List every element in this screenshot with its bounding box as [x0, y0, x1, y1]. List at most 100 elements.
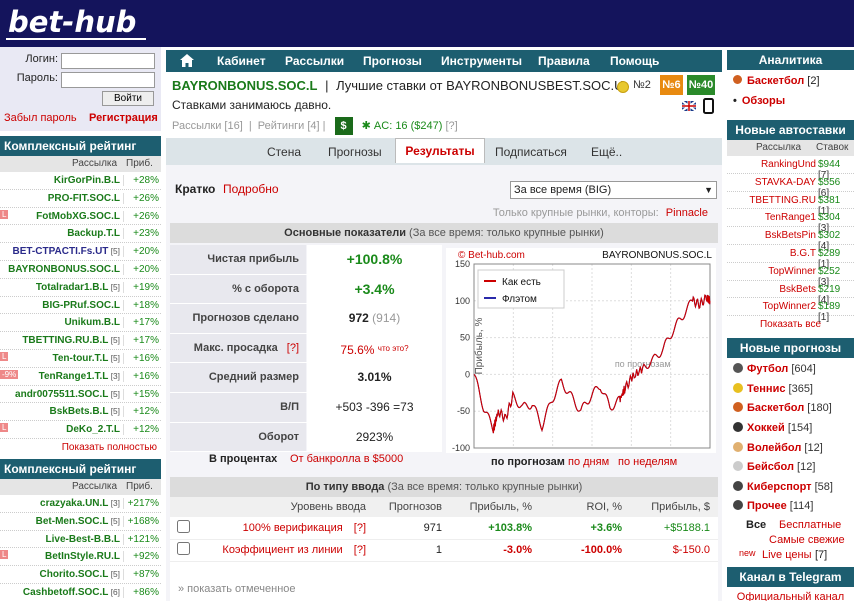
register-link[interactable]: Регистрация — [89, 112, 158, 124]
analytics-item[interactable]: Баскетбол [2] — [733, 75, 820, 87]
period-select[interactable]: За все время (BIG) ▼ — [510, 181, 717, 199]
analytics-item[interactable]: • Обзоры — [733, 95, 785, 107]
chart-mode-days[interactable]: по дням — [568, 456, 610, 468]
rating-row[interactable]: -9% TenRange1.T.L [3] +16% — [0, 368, 161, 386]
rating-row[interactable]: L BetInStyle.RU.L +92% — [0, 548, 161, 567]
auto-bet-name[interactable]: TopWinner — [768, 265, 816, 277]
auto-bet-name[interactable]: RankingUnd — [760, 159, 816, 170]
rating-name[interactable]: PRO-FIT.SOC.L — [47, 192, 120, 204]
rating-row[interactable]: Bet-Men.SOC.L [5] +168% — [0, 513, 161, 531]
password-input[interactable] — [61, 72, 155, 88]
tab-forecasts[interactable]: Прогнозы — [328, 145, 382, 159]
telegram-link[interactable]: Официальный канал — [736, 590, 845, 601]
filter-all[interactable]: Все — [746, 518, 767, 531]
show-all-link[interactable]: Показать все — [759, 319, 822, 331]
auto-bet-name[interactable]: STAVKA-DAY — [754, 176, 816, 188]
rating-row[interactable]: L Ten-tour.T.L [5] +16% — [0, 350, 161, 368]
forgot-password-link[interactable]: Забыл пароль — [4, 112, 77, 124]
rating-row[interactable]: KirGorPin.B.L +28% — [0, 172, 161, 190]
auto-bet-row[interactable]: TenRange1 $304 [3] — [727, 209, 854, 234]
nav-help[interactable]: Помощь — [610, 54, 660, 68]
auto-bet-row[interactable]: STAVKA-DAY $556 [6] — [727, 174, 854, 199]
rating-name[interactable]: BIG-PRuf.SOC.L — [42, 299, 120, 311]
rating-name[interactable]: FotMobXG.SOC.L — [36, 210, 120, 222]
bank-mode[interactable]: От банкролла в $5000 — [290, 453, 404, 465]
rating-name[interactable]: Live-Best-B.B.L — [45, 533, 120, 545]
rating-name[interactable]: Bet-Men.SOC.L [5] — [35, 515, 120, 527]
rating-row[interactable]: BIG-PRuf.SOC.L +18% — [0, 297, 161, 315]
row-checkbox[interactable] — [176, 519, 190, 533]
ratings-link[interactable]: Рейтинги [4] — [257, 120, 320, 132]
sport-item[interactable]: Киберспорт [58] — [727, 478, 854, 498]
rating-name[interactable]: BET-CTPACTI.Fs.UT [5] — [12, 246, 120, 258]
auto-bet-row[interactable]: BskBets $219 [4] — [727, 281, 854, 306]
sport-item[interactable]: Футбол [604] — [727, 360, 854, 380]
nav-forecasts[interactable]: Прогнозы — [363, 54, 422, 68]
show-marked-link[interactable]: » показать отмеченное — [178, 583, 296, 595]
percent-mode[interactable]: В процентах — [209, 453, 278, 465]
row-checkbox[interactable] — [176, 542, 190, 555]
login-button[interactable]: Войти — [102, 91, 154, 106]
rating-row[interactable]: L FotMobXG.SOC.L +26% — [0, 208, 161, 226]
rating-name[interactable]: Chorito.SOC.L [5] — [39, 569, 120, 581]
what-is-it-link[interactable]: что это? — [377, 343, 409, 353]
rating-row[interactable]: Chorito.SOC.L [5] +87% — [0, 566, 161, 584]
rating-row[interactable]: TBETTING.RU.B.L [5] +17% — [0, 332, 161, 350]
rating-name[interactable]: Ten-tour.T.L [5] — [52, 352, 121, 364]
view-detailed[interactable]: Подробно — [223, 182, 279, 196]
rating-name[interactable]: crazyaka.UN.L [3] — [40, 498, 120, 509]
auto-bet-row[interactable]: BskBetsPin $302 [4] — [727, 227, 854, 252]
auto-bet-row[interactable]: B.G.T $289 [1] — [727, 245, 854, 270]
drawdown-help[interactable]: [?] — [286, 341, 299, 354]
ac-help[interactable]: [?] — [445, 120, 458, 132]
rating-name[interactable]: Cashbetoff.SOC.L [6] — [22, 586, 120, 598]
chart-mode-forecasts[interactable]: по прогнозам — [491, 456, 565, 468]
rating-row[interactable]: BET-CTPACTI.Fs.UT [5] +20% — [0, 243, 161, 261]
level-help[interactable]: [?] — [353, 521, 366, 534]
rating-row[interactable]: BAYRONBONUS.SOC.L +20% — [0, 261, 161, 279]
rating-row[interactable]: Unikum.B.L +17% — [0, 314, 161, 333]
tab-results[interactable]: Результаты — [395, 138, 485, 163]
rating-name[interactable]: DeKo_2.T.L — [66, 424, 120, 436]
rating-row[interactable]: crazyaka.UN.L [3] +217% — [0, 495, 161, 513]
rating-row[interactable]: Cashbetoff.SOC.L [6] +86% — [0, 584, 161, 601]
mailings-link[interactable]: Рассылки [16] — [172, 120, 243, 132]
auto-bet-name[interactable]: TenRange1 — [764, 212, 816, 224]
rating-row[interactable]: andr0075511.SOC.L [5] +15% — [0, 386, 161, 404]
tab-subscribe[interactable]: Подписаться — [495, 145, 567, 159]
bookmaker-link[interactable]: Pinnacle — [665, 207, 708, 219]
view-brief[interactable]: Кратко — [175, 182, 216, 196]
rating-name[interactable]: BAYRONBONUS.SOC.L — [8, 263, 120, 275]
sport-item[interactable]: Теннис [365] — [727, 380, 854, 400]
rating-name[interactable]: Unikum.B.L — [64, 317, 120, 329]
level-help[interactable]: [?] — [353, 544, 366, 556]
rating-name[interactable]: TBETTING.RU.B.L [5] — [22, 335, 120, 347]
auto-bet-row[interactable]: TopWinner $252 [3] — [727, 263, 854, 288]
rating-row[interactable]: Live-Best-B.B.L +121% — [0, 531, 161, 549]
auto-bet-row[interactable]: RankingUnd $944 [7] — [727, 156, 854, 181]
auto-bet-row[interactable]: TopWinner2 $189 [1] — [727, 298, 854, 323]
sport-item[interactable]: Бейсбол [12] — [727, 458, 854, 478]
nav-tools[interactable]: Инструменты — [441, 54, 523, 68]
rating-name[interactable]: KirGorPin.B.L — [53, 175, 120, 186]
rating-name[interactable]: BetInStyle.RU.L — [44, 551, 120, 563]
site-logo[interactable]: bet-hub — [8, 5, 137, 39]
rating-row[interactable]: Backup.T.L +23% — [0, 225, 161, 244]
sport-item[interactable]: Волейбол [12] — [727, 439, 854, 459]
rating-row[interactable]: L DeKo_2.T.L +12% — [0, 421, 161, 439]
auto-bet-name[interactable]: TopWinner2 — [762, 301, 816, 313]
sport-item[interactable]: Прочее [114] — [727, 497, 854, 517]
rating-name[interactable]: TenRange1.T.L [3] — [38, 370, 120, 382]
rating-name[interactable]: andr0075511.SOC.L [5] — [15, 388, 120, 400]
rating-name[interactable]: BskBets.B.L [5] — [49, 406, 120, 418]
auto-bet-row[interactable]: TBETTING.RU $381 [1] — [727, 192, 854, 217]
nav-mailings[interactable]: Рассылки — [285, 54, 345, 68]
filter-live[interactable]: Live цены — [762, 548, 812, 561]
sport-item[interactable]: Баскетбол [180] — [727, 399, 854, 419]
auto-bet-name[interactable]: BskBetsPin — [764, 230, 816, 242]
auto-bet-name[interactable]: BskBets — [779, 283, 816, 295]
rating-name[interactable]: Totalradar1.B.L [5] — [35, 281, 120, 293]
chart-mode-weeks[interactable]: по неделям — [618, 456, 678, 468]
rating-row[interactable]: BskBets.B.L [5] +12% — [0, 403, 161, 422]
show-full-link[interactable]: Показать полностью — [61, 441, 157, 453]
